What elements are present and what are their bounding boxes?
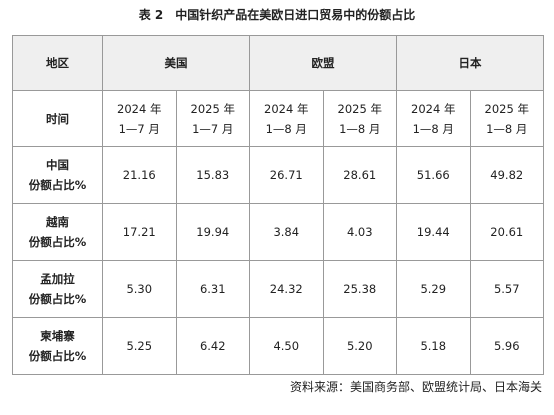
period-year: 2024 年 — [117, 101, 162, 116]
share-value: 28.61 — [322, 146, 397, 204]
period: 2025 年 1—8 月 — [469, 90, 544, 147]
share-value: 19.44 — [396, 203, 471, 261]
source-note: 资料来源：美国商务部、欧盟统计局、日本海关 — [289, 380, 542, 394]
share-value: 26.71 — [249, 146, 324, 204]
period-year: 2024 年 — [264, 101, 309, 116]
share-value: 5.96 — [469, 317, 544, 375]
period-year: 2024 年 — [411, 101, 456, 116]
period-months: 1—8 月 — [265, 121, 307, 136]
metric: 份额占比% — [28, 235, 87, 249]
country: 孟加拉 — [40, 272, 75, 286]
period-months: 1—8 月 — [339, 121, 381, 136]
table-title: 表 2 中国针织产品在美欧日进口贸易中的份额占比 — [0, 6, 554, 23]
share-value: 51.66 — [396, 146, 471, 204]
share-value: 4.03 — [322, 203, 397, 261]
country: 中国 — [46, 158, 69, 172]
region: 美国 — [102, 35, 250, 91]
share-value: 5.57 — [469, 260, 544, 318]
metric: 份额占比% — [28, 349, 87, 363]
country: 柬埔寨 — [40, 329, 75, 343]
share-value: 17.21 — [102, 203, 177, 261]
row-label: 中国份额占比% — [12, 146, 103, 204]
period-row: 时间 2024 年 1—7 月 2025 年 1—7 月 2024 年 1—8 月 2025 … — [12, 90, 544, 147]
period-year: 2025 年 — [337, 101, 382, 116]
period: 2024 年 1—8 月 — [249, 90, 324, 147]
period-months: 1—7 月 — [192, 121, 234, 136]
period-months: 1—7 月 — [118, 121, 160, 136]
share-value: 5.20 — [322, 317, 397, 375]
period-months: 1—8 月 — [412, 121, 454, 136]
metric: 份额占比% — [28, 178, 87, 192]
share-value: 21.16 — [102, 146, 177, 204]
share-value: 20.61 — [469, 203, 544, 261]
data-row: 孟加拉 份额占比% 5.30 6.31 24.32 25.38 5.29 5.57 — [12, 260, 544, 318]
share-value: 19.94 — [175, 203, 250, 261]
share-value: 6.42 — [175, 317, 250, 375]
period-year: 2025 年 — [190, 101, 235, 116]
share-value: 15.83 — [175, 146, 250, 204]
period: 2025 年 1—8 月 — [322, 90, 397, 147]
header-row: 地区 美国 欧盟 日本 — [12, 35, 544, 91]
region: 日本 — [396, 35, 544, 91]
data-row: 中国 份额占比% 21.16 15.83 26.71 28.61 51.66 49.82 — [12, 146, 544, 204]
share-table: 地区 美国 欧盟 日本 时间 2024 年 1—7 月 2025 年 1—7 月 2024 年 1—… — [12, 35, 544, 375]
row-label: 柬埔寨份额占比% — [12, 317, 103, 375]
share-value: 5.30 — [102, 260, 177, 318]
share-value: 5.29 — [396, 260, 471, 318]
period: 2025 年 1—7 月 — [175, 90, 250, 147]
region-header: 地区 — [12, 35, 103, 91]
data-row: 柬埔寨 份额占比% 5.25 6.42 4.50 5.20 5.18 5.96 — [12, 317, 544, 375]
period: 2024 年 1—7 月 — [102, 90, 177, 147]
row-label: 孟加拉份额占比% — [12, 260, 103, 318]
share-value: 5.18 — [396, 317, 471, 375]
row-label: 越南份额占比% — [12, 203, 103, 261]
share-value: 4.50 — [249, 317, 324, 375]
share-value: 6.31 — [175, 260, 250, 318]
share-value: 49.82 — [469, 146, 544, 204]
share-value: 5.25 — [102, 317, 177, 375]
data-row: 越南 份额占比% 17.21 19.94 3.84 4.03 19.44 20.61 — [12, 203, 544, 261]
share-value: 25.38 — [322, 260, 397, 318]
region: 欧盟 — [249, 35, 397, 91]
period-months: 1—8 月 — [486, 121, 528, 136]
table-number: 表 2 — [138, 8, 164, 22]
metric: 份额占比% — [28, 292, 87, 306]
period-year: 2025 年 — [484, 101, 529, 116]
share-value: 3.84 — [249, 203, 324, 261]
share-value: 24.32 — [249, 260, 324, 318]
time-header: 时间 — [12, 90, 103, 147]
period: 2024 年 1—8 月 — [396, 90, 471, 147]
table-title-text: 中国针织产品在美欧日进口贸易中的份额占比 — [175, 8, 416, 22]
country: 越南 — [46, 215, 69, 229]
